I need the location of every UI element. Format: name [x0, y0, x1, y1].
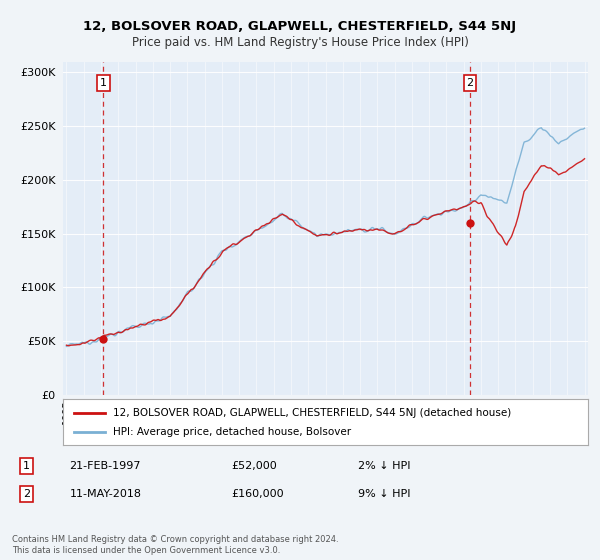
Text: 12, BOLSOVER ROAD, GLAPWELL, CHESTERFIELD, S44 5NJ: 12, BOLSOVER ROAD, GLAPWELL, CHESTERFIEL… [83, 20, 517, 32]
Text: 2: 2 [466, 78, 473, 88]
Text: 2: 2 [23, 489, 30, 499]
Text: This data is licensed under the Open Government Licence v3.0.: This data is licensed under the Open Gov… [12, 546, 280, 555]
Text: 9% ↓ HPI: 9% ↓ HPI [358, 489, 410, 499]
Text: Price paid vs. HM Land Registry's House Price Index (HPI): Price paid vs. HM Land Registry's House … [131, 36, 469, 49]
Text: £160,000: £160,000 [231, 489, 284, 499]
Text: 1: 1 [23, 461, 30, 471]
Text: Contains HM Land Registry data © Crown copyright and database right 2024.: Contains HM Land Registry data © Crown c… [12, 535, 338, 544]
Text: £52,000: £52,000 [231, 461, 277, 471]
Text: HPI: Average price, detached house, Bolsover: HPI: Average price, detached house, Bols… [113, 427, 351, 437]
Text: 2% ↓ HPI: 2% ↓ HPI [358, 461, 410, 471]
Text: 1: 1 [100, 78, 107, 88]
Text: 12, BOLSOVER ROAD, GLAPWELL, CHESTERFIELD, S44 5NJ (detached house): 12, BOLSOVER ROAD, GLAPWELL, CHESTERFIEL… [113, 408, 511, 418]
Text: 11-MAY-2018: 11-MAY-2018 [70, 489, 142, 499]
Text: 21-FEB-1997: 21-FEB-1997 [70, 461, 141, 471]
